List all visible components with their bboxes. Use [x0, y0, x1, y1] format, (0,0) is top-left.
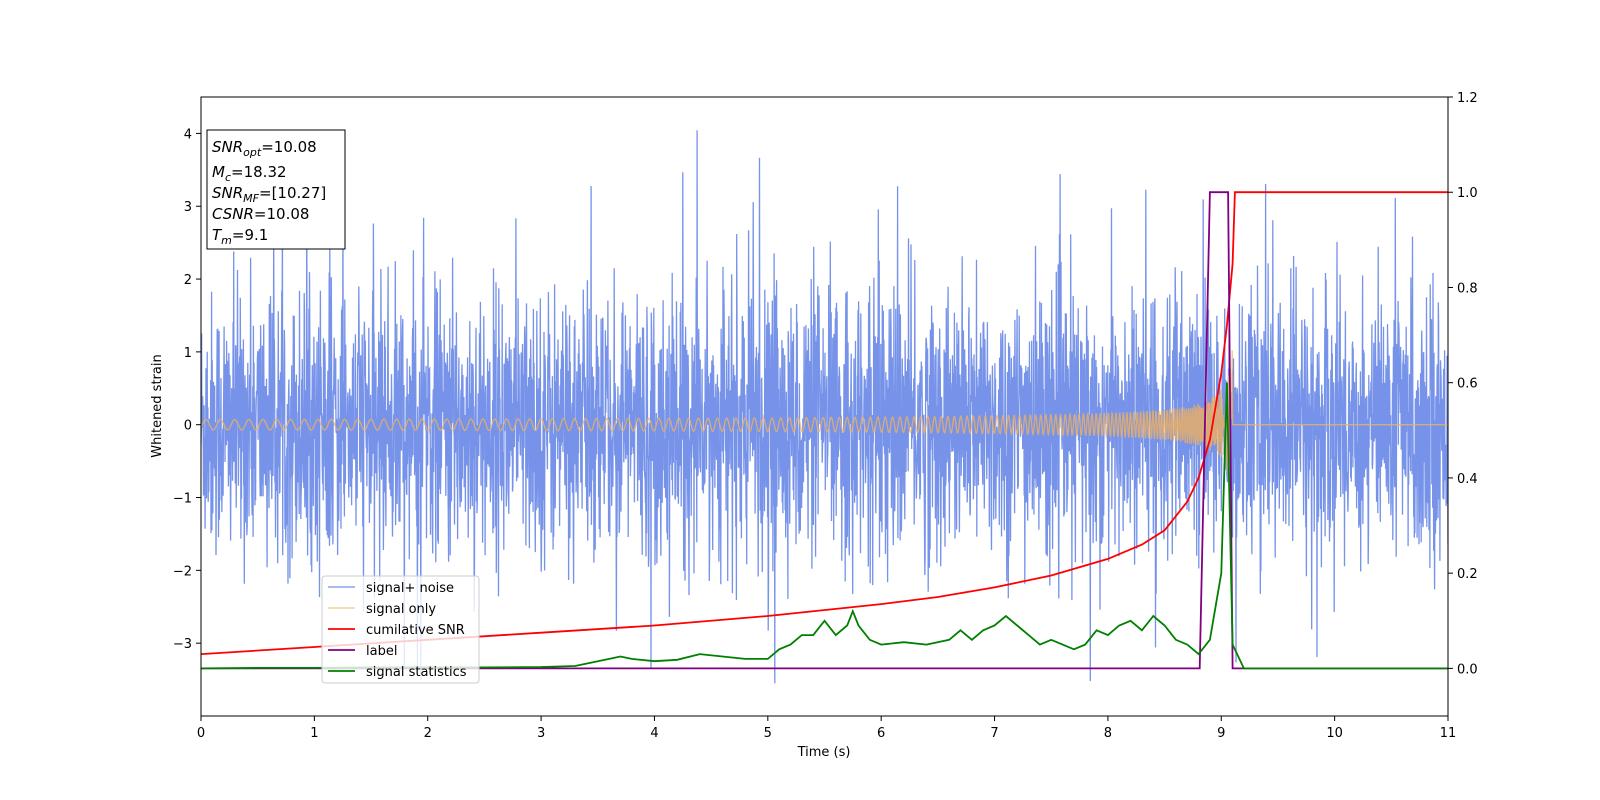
y-axis-label: Whitened strain — [150, 354, 165, 457]
y-tick-label: 2 — [184, 273, 192, 288]
x-tick-label: 8 — [1104, 726, 1112, 741]
legend-label: label — [366, 644, 397, 659]
axes-frame — [200, 96, 1449, 717]
x-tick-label: 7 — [990, 726, 998, 741]
y-axis-right: 0.0 0.2 0.4 0.6 0.8 1.0 1.2 — [1448, 91, 1478, 677]
legend: signal+ noise signal only cumilative SNR la… — [321, 575, 480, 684]
annotation-line: SNRMF=[10.27] — [212, 184, 326, 205]
annotation-line: SNRopt=10.08 — [212, 138, 317, 159]
x-tick-label: 4 — [650, 726, 658, 741]
series-cumulative-snr — [201, 191, 1448, 655]
legend-cumulative-snr: cumilative SNR — [366, 623, 465, 638]
legend-frame — [321, 575, 480, 684]
x-tick-label: 5 — [764, 726, 772, 741]
series-signal-only — [201, 350, 1448, 480]
x-tick-label: 10 — [1326, 726, 1343, 741]
annotation-line: CSNR=10.08 — [212, 205, 309, 223]
y2-tick-label: 0.8 — [1457, 281, 1478, 296]
x-tick-label: 2 — [424, 726, 432, 741]
annotation-line: Mc=18.32 — [212, 163, 287, 184]
legend-signal-noise: signal+ noise — [366, 581, 454, 596]
legend-signal-only: signal only — [366, 602, 436, 617]
y-tick-label: −1 — [173, 492, 192, 507]
y-tick-label: 3 — [184, 200, 192, 215]
series-layer — [201, 130, 1448, 684]
annotation-box: SNRopt=10.08 Mc=18.32SNRMF=[10.27]CSNR=10… — [206, 129, 346, 250]
y2-tick-label: 1.0 — [1457, 186, 1478, 201]
annotation-line: Tm=9.1 — [212, 226, 268, 247]
x-axis: 0 1 2 3 4 5 6 7 8 9 10 11 — [197, 716, 1456, 741]
x-tick-label: 11 — [1440, 726, 1457, 741]
x-tick-label: 3 — [537, 726, 545, 741]
y2-tick-label: 0.4 — [1457, 472, 1478, 487]
series-signal-statistics — [201, 382, 1448, 670]
y2-tick-label: 0.0 — [1457, 662, 1478, 677]
legend-signal-statistics: signal statistics — [366, 665, 467, 680]
y-axis-left: −3 −2 −1 0 1 2 3 4 — [173, 127, 201, 652]
y-tick-label: 4 — [184, 127, 192, 142]
y2-tick-label: 0.2 — [1457, 567, 1478, 582]
y-tick-label: 1 — [184, 346, 192, 361]
annotation-frame — [206, 129, 346, 250]
y2-tick-label: 0.6 — [1457, 377, 1478, 392]
y-tick-label: −3 — [173, 637, 192, 652]
x-tick-label: 0 — [197, 726, 205, 741]
x-tick-label: 1 — [310, 726, 318, 741]
y-tick-label: −2 — [173, 564, 192, 579]
y2-tick-label: 1.2 — [1457, 91, 1478, 106]
y-tick-label: 0 — [184, 419, 192, 434]
x-axis-label: Time (s) — [797, 745, 851, 760]
x-tick-label: 6 — [877, 726, 885, 741]
series-signal-noise — [201, 130, 1448, 684]
x-tick-label: 9 — [1217, 726, 1225, 741]
